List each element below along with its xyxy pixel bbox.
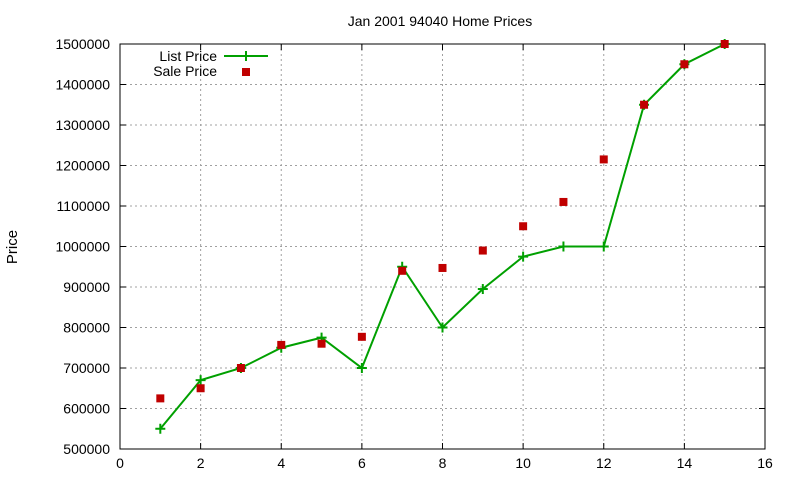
x-tick-label: 14 bbox=[677, 455, 693, 471]
data-point bbox=[477, 284, 488, 295]
data-point bbox=[720, 40, 729, 48]
data-point bbox=[277, 340, 286, 349]
legend-swatch-list-price bbox=[224, 51, 268, 61]
legend: List Price Sale Price bbox=[153, 48, 268, 79]
data-point bbox=[357, 332, 366, 341]
data-point bbox=[236, 364, 245, 372]
legend-label-list-price: List Price bbox=[159, 48, 217, 64]
data-point bbox=[519, 222, 528, 231]
data-point bbox=[478, 246, 487, 255]
x-tick-label: 4 bbox=[277, 455, 285, 471]
y-tick-label: 1100000 bbox=[57, 198, 111, 214]
data-point bbox=[195, 375, 206, 386]
tick-labels: 0 2 4 6 8 10 12 14 16 500000 600000 700000 800000 900… bbox=[55, 36, 773, 471]
data-point bbox=[356, 363, 367, 373]
y-tick-label: 1500000 bbox=[55, 36, 110, 52]
legend-label-sale-price: Sale Price bbox=[153, 63, 217, 79]
legend-swatch-sale-price bbox=[242, 68, 250, 76]
data-point bbox=[196, 384, 205, 393]
y-tick-label: 900000 bbox=[63, 279, 110, 295]
data-point bbox=[518, 251, 529, 262]
chart-title: Jan 2001 94040 Home Prices bbox=[348, 13, 532, 29]
data-point bbox=[398, 266, 407, 275]
x-tick-label: 10 bbox=[515, 455, 531, 471]
data-point bbox=[558, 241, 569, 252]
data-point bbox=[156, 394, 165, 403]
y-tick-label: 1400000 bbox=[55, 77, 110, 93]
data-point bbox=[317, 339, 326, 348]
data-point bbox=[640, 100, 649, 109]
y-axis-label: Price bbox=[4, 230, 21, 264]
data-point bbox=[559, 197, 568, 206]
y-tick-label: 600000 bbox=[63, 401, 110, 417]
data-point bbox=[155, 423, 166, 434]
y-tick-label: 1300000 bbox=[55, 117, 110, 133]
data-point bbox=[598, 241, 609, 252]
legend-marker bbox=[242, 68, 250, 76]
series-1 bbox=[156, 40, 729, 403]
x-tick-label: 0 bbox=[116, 455, 124, 471]
y-tick-label: 1000000 bbox=[55, 239, 110, 255]
x-tick-label: 2 bbox=[197, 455, 205, 471]
data-point bbox=[599, 155, 608, 164]
y-tick-label: 1200000 bbox=[55, 158, 110, 174]
legend-marker bbox=[241, 51, 251, 61]
x-tick-label: 16 bbox=[757, 455, 773, 471]
series bbox=[155, 39, 730, 434]
data-point bbox=[680, 60, 689, 69]
axes bbox=[119, 43, 766, 450]
y-tick-label: 500000 bbox=[63, 441, 110, 457]
x-tick-label: 12 bbox=[596, 455, 612, 471]
y-tick-label: 800000 bbox=[63, 320, 110, 336]
data-point bbox=[438, 263, 447, 272]
x-tick-label: 8 bbox=[439, 455, 447, 471]
y-tick-label: 700000 bbox=[63, 360, 110, 376]
x-tick-label: 6 bbox=[358, 455, 366, 471]
data-point bbox=[437, 322, 448, 333]
